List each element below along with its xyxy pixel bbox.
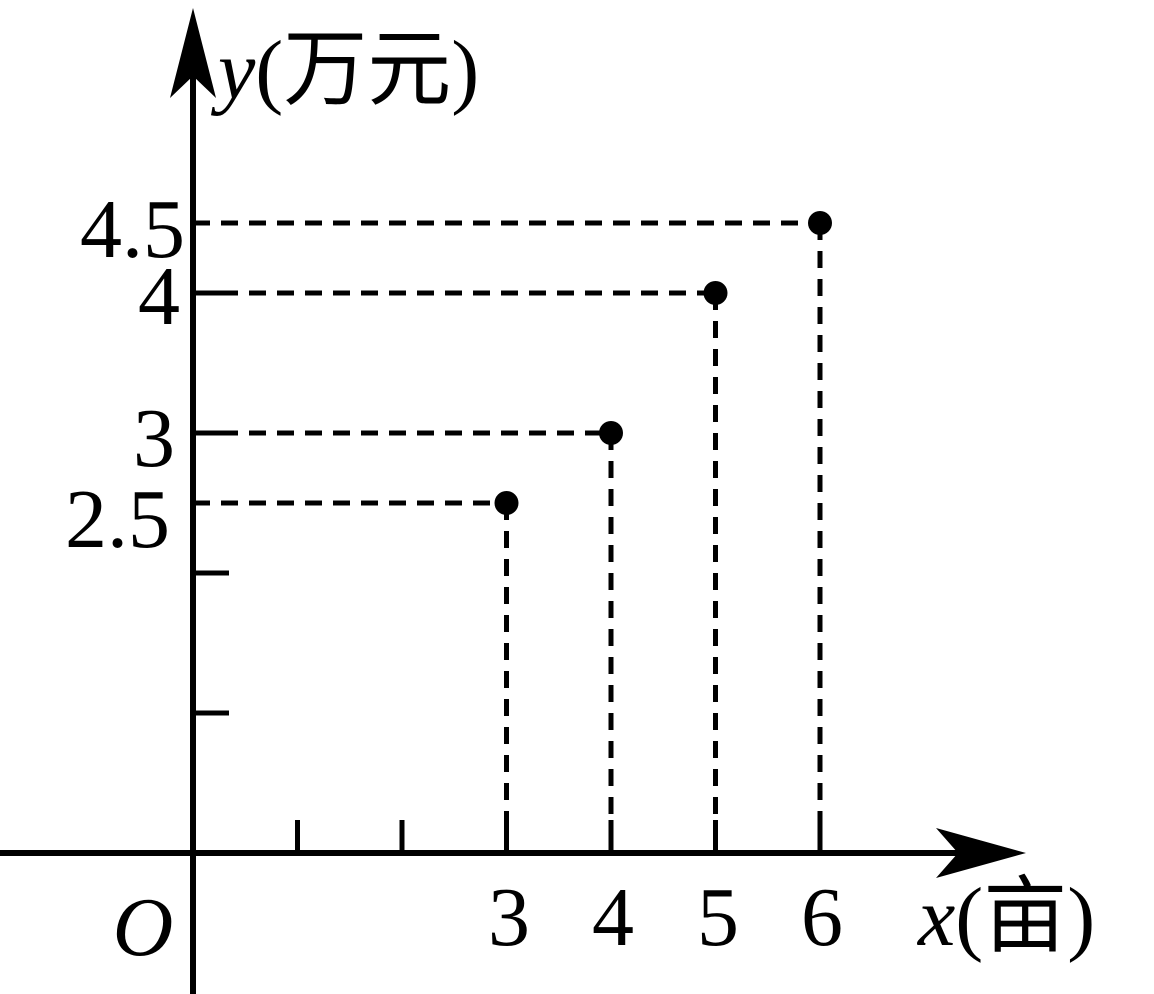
y-axis-unit: (万元) (255, 24, 479, 117)
y-tick-label: 3 (133, 392, 175, 485)
y-axis-arrow-icon (170, 8, 216, 98)
y-axis-title: y(万元) (210, 24, 479, 117)
x-tick-label: 3 (488, 871, 530, 964)
data-point (494, 491, 519, 515)
y-tick-label: 2.5 (65, 473, 170, 566)
y-tick-label: 4.5 (80, 183, 185, 276)
data-point (703, 281, 728, 305)
x-tick-label: 5 (697, 871, 739, 964)
x-axis-variable: x (916, 871, 955, 964)
y-axis-variable: y (210, 24, 256, 117)
x-tick-label: 6 (801, 871, 843, 964)
x-tick-label: 4 (592, 871, 634, 964)
origin-label: O (113, 881, 174, 974)
x-axis-arrow-icon (936, 828, 1026, 878)
x-axis-unit: (亩) (955, 871, 1095, 964)
y-tick-label: 4 (138, 250, 180, 343)
data-point (599, 421, 623, 445)
x-axis-title: x(亩) (916, 871, 1095, 964)
data-point (808, 211, 832, 235)
